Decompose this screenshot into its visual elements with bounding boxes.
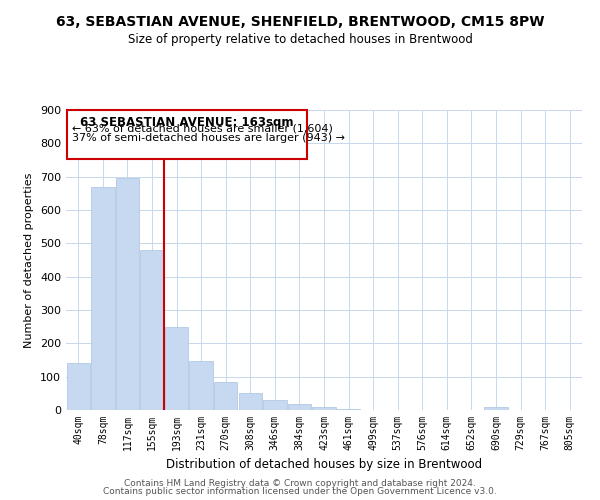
Text: Contains public sector information licensed under the Open Government Licence v3: Contains public sector information licen… xyxy=(103,487,497,496)
Bar xyxy=(116,178,139,410)
Bar xyxy=(313,406,335,410)
X-axis label: Distribution of detached houses by size in Brentwood: Distribution of detached houses by size … xyxy=(166,458,482,471)
Bar xyxy=(91,186,115,410)
Bar xyxy=(288,404,311,410)
Bar xyxy=(190,360,213,410)
Bar xyxy=(67,364,90,410)
Text: 63, SEBASTIAN AVENUE, SHENFIELD, BRENTWOOD, CM15 8PW: 63, SEBASTIAN AVENUE, SHENFIELD, BRENTWO… xyxy=(56,15,544,29)
Text: 63 SEBASTIAN AVENUE: 163sqm: 63 SEBASTIAN AVENUE: 163sqm xyxy=(80,116,294,129)
Bar xyxy=(140,250,164,410)
Y-axis label: Number of detached properties: Number of detached properties xyxy=(25,172,34,348)
Bar xyxy=(214,382,238,410)
Bar xyxy=(484,408,508,410)
Bar xyxy=(239,394,262,410)
Text: Contains HM Land Registry data © Crown copyright and database right 2024.: Contains HM Land Registry data © Crown c… xyxy=(124,478,476,488)
Text: 37% of semi-detached houses are larger (943) →: 37% of semi-detached houses are larger (… xyxy=(72,132,345,142)
Bar xyxy=(165,328,188,410)
Text: ← 63% of detached houses are smaller (1,604): ← 63% of detached houses are smaller (1,… xyxy=(72,124,333,134)
Bar xyxy=(263,400,287,410)
FancyBboxPatch shape xyxy=(67,110,307,160)
Text: Size of property relative to detached houses in Brentwood: Size of property relative to detached ho… xyxy=(128,32,472,46)
